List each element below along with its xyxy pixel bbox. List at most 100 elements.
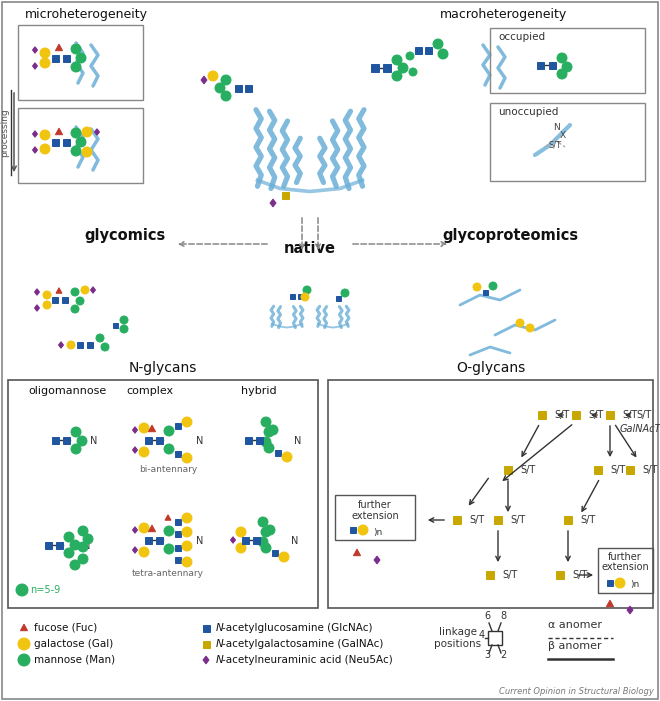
Circle shape [67,341,75,349]
Bar [572,411,580,419]
Text: unoccupied: unoccupied [498,107,558,117]
Circle shape [18,654,30,666]
Text: microheterogeneity: microheterogeneity [25,8,148,21]
Bar [52,297,58,303]
Bar [8,380,318,608]
Bar [244,85,251,92]
Polygon shape [374,556,380,564]
Polygon shape [34,305,40,311]
Circle shape [489,282,497,290]
Bar [538,411,546,419]
Polygon shape [20,624,28,631]
Bar [328,380,653,608]
Bar [63,139,69,146]
Bar [244,437,251,444]
Text: -acetylneuraminic acid (Neu5Ac): -acetylneuraminic acid (Neu5Ac) [222,655,393,665]
Text: 4: 4 [479,630,485,640]
Bar [175,451,181,457]
Bar [51,139,59,146]
Bar [335,296,341,301]
Text: extension: extension [351,511,399,521]
Circle shape [182,453,192,463]
Bar [488,631,502,645]
Polygon shape [59,342,63,348]
Circle shape [261,527,271,537]
Circle shape [139,547,149,557]
Circle shape [78,542,88,552]
Circle shape [40,130,50,140]
Text: N: N [216,623,224,633]
Bar [253,536,259,543]
Polygon shape [165,515,171,520]
Text: S/T: S/T [610,465,625,475]
Text: S/T: S/T [572,570,587,580]
Polygon shape [627,606,633,614]
Circle shape [71,44,81,54]
Bar [556,571,564,579]
Circle shape [264,443,274,453]
Bar [62,297,68,303]
Text: glycomics: glycomics [84,228,166,243]
Circle shape [40,48,50,58]
Polygon shape [90,287,96,293]
Text: N: N [196,436,203,446]
Circle shape [341,289,349,297]
Circle shape [261,543,271,553]
Text: O-glycans: O-glycans [456,361,525,375]
Bar [598,548,653,593]
Circle shape [70,540,80,550]
Circle shape [76,137,86,147]
Text: GalNAcT: GalNAcT [619,424,660,434]
Circle shape [71,128,81,138]
Circle shape [182,417,192,427]
Circle shape [64,532,74,542]
Bar [234,85,242,92]
Bar [290,294,294,299]
Polygon shape [56,287,62,293]
Circle shape [164,426,174,436]
Circle shape [264,427,274,437]
Text: further: further [608,552,642,562]
Circle shape [101,343,109,351]
Polygon shape [32,47,38,53]
Polygon shape [270,199,276,207]
Text: 6: 6 [484,611,490,621]
Text: N-glycans: N-glycans [129,361,197,375]
Polygon shape [148,525,156,531]
Circle shape [40,144,50,154]
Text: Current Opinion in Structural Biology: Current Opinion in Structural Biology [499,687,654,696]
Bar [350,527,356,533]
Circle shape [182,513,192,523]
Polygon shape [32,147,38,154]
Text: N: N [83,541,90,551]
Circle shape [303,286,311,294]
Circle shape [83,534,93,544]
Text: S/T: S/T [548,140,562,149]
Polygon shape [353,549,360,556]
Text: occupied: occupied [498,32,545,42]
Text: N: N [196,536,203,546]
Circle shape [71,305,79,313]
Circle shape [120,316,128,324]
Text: N: N [291,536,298,546]
Polygon shape [201,76,207,84]
Circle shape [43,301,51,309]
Text: oligomannose: oligomannose [28,386,106,396]
Circle shape [71,146,81,156]
Text: 3: 3 [484,650,490,660]
Polygon shape [55,128,63,135]
Text: S/T: S/T [510,515,525,525]
Text: -acetylgalactosamine (GalNAc): -acetylgalactosamine (GalNAc) [222,639,383,649]
Circle shape [258,537,268,547]
Text: )n: )n [373,527,382,536]
Circle shape [358,525,368,535]
Bar [145,536,152,543]
Text: N: N [216,639,224,649]
Circle shape [392,71,402,81]
Circle shape [562,62,572,72]
Circle shape [268,425,278,435]
Text: X: X [560,131,566,140]
Bar [414,46,422,53]
Bar [424,46,432,53]
Text: extension: extension [601,562,649,572]
